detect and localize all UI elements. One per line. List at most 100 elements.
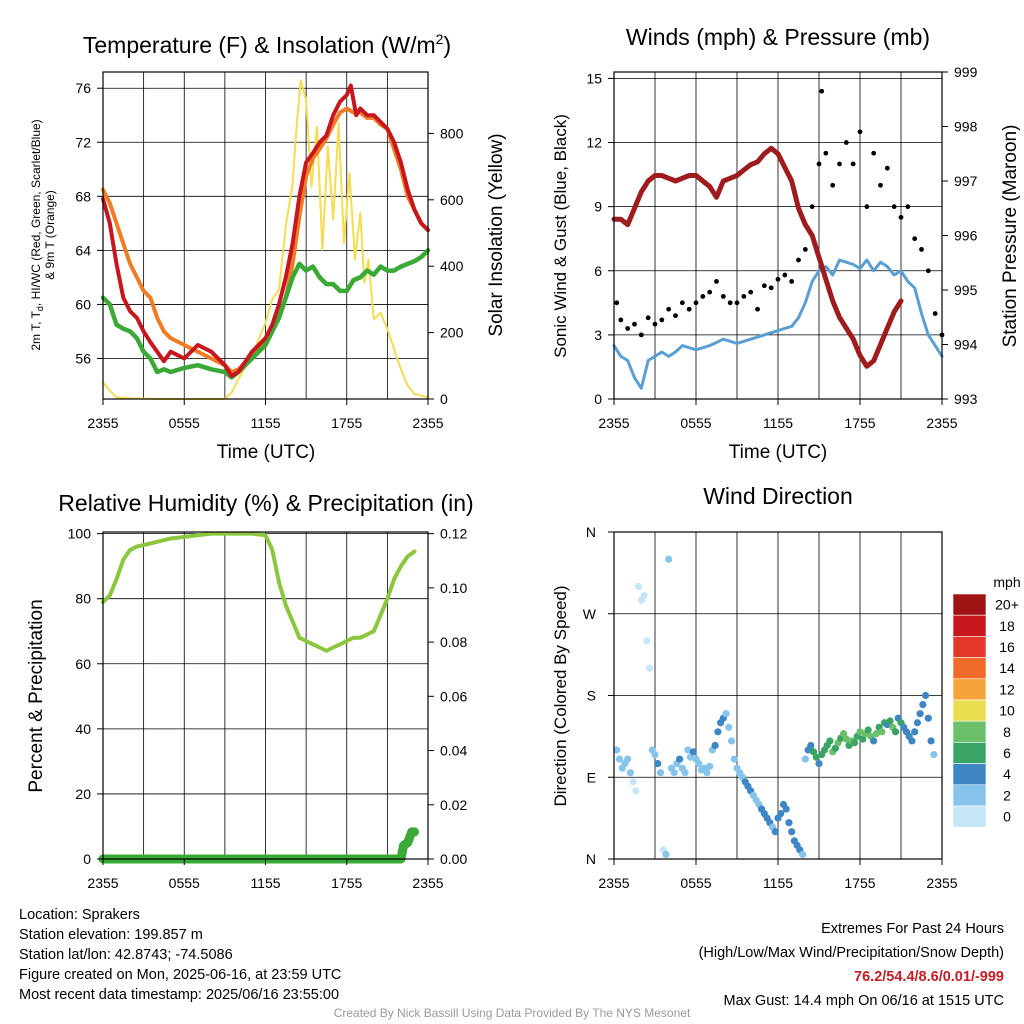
y-tick-label-right: 0.06 xyxy=(440,688,467,704)
direction-point xyxy=(927,737,935,745)
y-tick-label-right: 993 xyxy=(954,391,978,407)
direction-point xyxy=(670,769,678,777)
x-tick-label: 1155 xyxy=(763,875,793,891)
y-tick-label: 3 xyxy=(594,327,602,343)
legend-label: 12 xyxy=(999,681,1015,697)
direction-point xyxy=(651,750,659,759)
legend-label: 20+ xyxy=(995,597,1019,613)
gust-point xyxy=(638,332,644,338)
direction-point xyxy=(801,755,809,763)
series-td xyxy=(100,248,431,380)
direction-point xyxy=(788,828,796,836)
gust-point xyxy=(748,289,754,295)
y-tick-label-right: 800 xyxy=(440,125,464,141)
temperature-ylabel-right: Solar Insolation (Yellow) xyxy=(486,133,507,336)
gust-point xyxy=(775,276,781,282)
gust-point xyxy=(809,204,815,210)
y-tick-label-right: 0.10 xyxy=(440,580,467,596)
y-tick-label-right: 999 xyxy=(954,64,978,80)
recent-timestamp: Most recent data timestamp: 2025/06/16 2… xyxy=(19,987,340,1003)
speed-color-legend: mph 20+ 18 16 14 12 10 8 6 4 2 0 xyxy=(952,574,1021,828)
direction-point xyxy=(711,741,719,750)
gust-point xyxy=(830,182,836,188)
direction-point xyxy=(686,753,695,761)
max-gust: Max Gust: 14.4 mph On 06/16 at 1515 UTC xyxy=(723,993,1004,1009)
gust-point xyxy=(673,313,678,319)
gust-point xyxy=(816,161,822,167)
direction-point xyxy=(613,746,621,754)
legend-swatch xyxy=(952,720,987,743)
y-tick-label-right: 995 xyxy=(954,282,978,298)
direction-point xyxy=(777,809,785,818)
gust-point xyxy=(819,88,825,94)
gust-point xyxy=(891,204,897,210)
station-info: Location: Sprakers Station elevation: 19… xyxy=(19,905,341,1005)
gust-point xyxy=(912,236,918,242)
wind-axis-ticks: 2355 0555 1155 1755 2355 0 3 6 9 12 15 993 994 995 996… xyxy=(586,64,977,431)
temperature-axis-ticks: 2355 0555 1155 1755 2355 56 60 64 68 72 76 0 200 400 6… xyxy=(75,80,463,431)
x-tick-label: 1155 xyxy=(250,415,280,431)
direction-panel-title: Wind Direction xyxy=(703,483,853,509)
x-tick-label: 1155 xyxy=(250,875,280,891)
station-elevation: Station elevation: 199.857 m xyxy=(19,927,203,943)
temperature-xlabel: Time (UTC) xyxy=(217,442,316,463)
legend-label: 14 xyxy=(999,660,1015,676)
direction-point xyxy=(916,710,924,718)
legend-label: 8 xyxy=(1003,724,1011,740)
direction-point xyxy=(807,741,815,750)
legend-label: 6 xyxy=(1003,745,1011,761)
station-latlon: Station lat/lon: 42.8743; -74.5086 xyxy=(19,947,233,963)
legend-swatch xyxy=(952,636,987,658)
y-tick-label-right: 0.04 xyxy=(440,743,467,759)
legend-swatch xyxy=(952,784,987,807)
series-2m-t xyxy=(101,83,430,378)
gust-point xyxy=(789,279,795,284)
direction-point xyxy=(703,769,711,777)
y-tick-label-right: 0.12 xyxy=(440,526,467,542)
gust-point xyxy=(741,294,747,299)
x-tick-label: 0555 xyxy=(169,415,200,431)
temperature-ylabel-left-line2: & 9m T (Orange) xyxy=(43,190,57,280)
legend-label: 2 xyxy=(1003,787,1011,803)
y-tick-label-right: 0 xyxy=(440,391,448,407)
y-tick-label: N xyxy=(586,524,596,540)
gust-point xyxy=(837,161,842,167)
gust-point xyxy=(782,272,788,278)
gust-point xyxy=(679,300,685,306)
legend-swatch xyxy=(952,657,987,680)
direction-point xyxy=(831,744,840,752)
y-tick-label-right: 0.00 xyxy=(440,851,467,867)
direction-panel: Wind Direction 2355 0555 1155 1755 2355NESWN… xyxy=(551,483,1021,891)
x-tick-label: 2355 xyxy=(412,415,443,431)
y-tick-label: 72 xyxy=(75,134,91,150)
gust-point xyxy=(932,311,938,316)
direction-point xyxy=(676,755,684,763)
y-tick-label-right: 0.08 xyxy=(440,634,467,650)
direction-point xyxy=(840,730,848,738)
gust-point xyxy=(898,214,904,220)
legend-swatch xyxy=(952,614,987,637)
direction-point xyxy=(919,700,927,709)
legend-label: 10 xyxy=(999,703,1015,719)
y-tick-label: 9 xyxy=(594,199,602,215)
direction-point xyxy=(635,582,643,591)
direction-point xyxy=(727,737,736,745)
legend-swatch xyxy=(952,593,987,616)
temperature-ylabel-left: 2m T, Td, HI/WC (Red, Green, Scarlet/Blu… xyxy=(29,119,45,350)
extremes-subtitle: (High/Low/Max Wind/Precipitation/Snow De… xyxy=(698,945,1004,961)
direction-point xyxy=(645,664,654,672)
gust-point xyxy=(734,300,740,306)
wind-series xyxy=(611,88,945,390)
direction-point xyxy=(809,748,818,756)
y-tick-label: 0 xyxy=(594,391,602,407)
figure-created: Figure created on Mon, 2025-06-16, at 23… xyxy=(19,967,342,983)
y-tick-label: 15 xyxy=(586,70,602,86)
gust-point xyxy=(925,268,931,274)
y-tick-label: 60 xyxy=(75,296,91,312)
station-location: Location: Sprakers xyxy=(19,907,140,923)
x-tick-label: 2355 xyxy=(926,875,957,891)
y-tick-label: 100 xyxy=(68,526,92,542)
direction-point xyxy=(826,737,834,745)
temperature-panel: Temperature (F) & Insolation (W/m2) 2355… xyxy=(29,31,507,463)
direction-point xyxy=(615,755,624,763)
